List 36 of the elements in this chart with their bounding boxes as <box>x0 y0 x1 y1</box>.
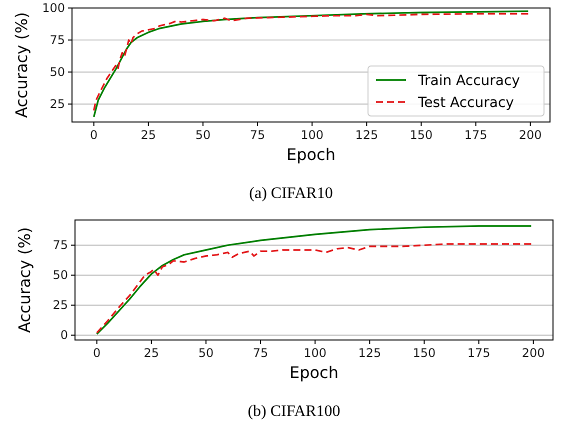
text: (b) CIFAR100 <box>248 403 340 420</box>
line-series <box>96 225 532 335</box>
text: (a) CIFAR10 <box>249 185 333 202</box>
y-tick-label: 25 <box>50 97 65 112</box>
x-tick-label: 100 <box>304 346 327 360</box>
y-tick-label: 100 <box>42 1 65 15</box>
y-tick-label: 0 <box>60 328 68 342</box>
x-tick-label: 75 <box>250 128 266 142</box>
x-tick-label: 50 <box>198 346 214 360</box>
y-tick-label: 75 <box>52 238 68 252</box>
x-tick-label: 50 <box>195 128 211 142</box>
x-tick-label: 75 <box>252 346 268 360</box>
x-axis-title: Epoch <box>290 363 338 382</box>
x-tick-label: 150 <box>410 128 433 142</box>
y-tick-label: 50 <box>50 65 65 80</box>
x-axis-title: Epoch <box>286 145 336 164</box>
x-tick-label: 200 <box>518 128 542 142</box>
legend-label: Test Accuracy <box>417 95 514 111</box>
x-tick-label: 150 <box>412 346 436 360</box>
y-tick-label: 75 <box>50 33 65 48</box>
x-tick-label: 175 <box>464 128 488 142</box>
x-tick-label: 175 <box>467 346 490 360</box>
x-tick-label: 0 <box>93 346 101 360</box>
x-tick-label: 200 <box>522 346 545 360</box>
x-tick-label: 0 <box>90 128 98 142</box>
y-tick-label: 25 <box>52 298 68 312</box>
line-series <box>96 243 532 334</box>
x-tick-label: 25 <box>144 346 160 360</box>
y-axis-title: Accuracy (%) <box>15 227 34 333</box>
y-tick-label: 50 <box>52 268 68 282</box>
x-tick-label: 100 <box>300 128 324 142</box>
x-tick-label: 125 <box>358 346 382 360</box>
x-tick-label: 25 <box>140 128 156 142</box>
x-tick-label: 125 <box>355 128 378 142</box>
y-axis-title: Accuracy (%) <box>12 12 31 118</box>
legend-label: Train Accuracy <box>417 73 520 89</box>
